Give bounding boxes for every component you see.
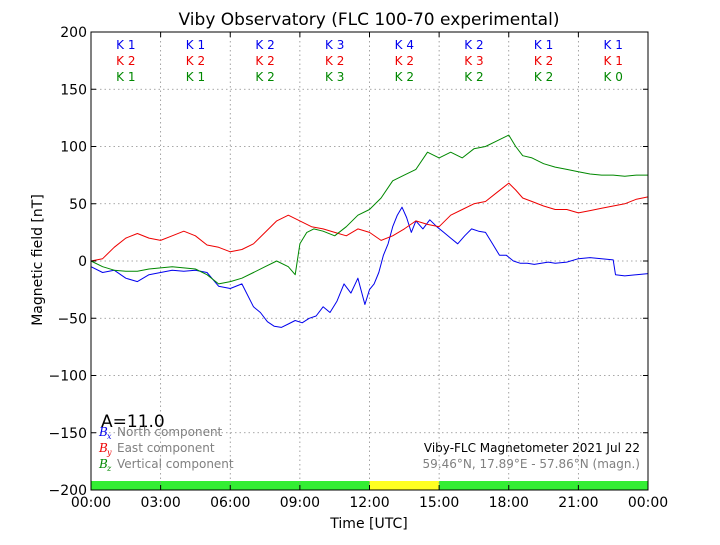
legend-symbol: B	[98, 441, 108, 455]
legend-label: North component	[117, 425, 223, 439]
y-tick-label: 100	[60, 140, 87, 156]
k-index-label: K 2	[255, 38, 274, 52]
k-index-label: K 2	[255, 70, 274, 84]
k-index-label: K 2	[464, 38, 483, 52]
y-tick-label: 0	[78, 254, 87, 270]
x-tick-label: 15:00	[419, 495, 459, 511]
x-tick-label: 09:00	[280, 495, 320, 511]
x-tick-label: 12:00	[349, 495, 389, 511]
y-tick-label: −200	[49, 483, 87, 499]
k-index-label: K 2	[395, 70, 414, 84]
k-index-label: K 4	[395, 38, 414, 52]
k-index-label: K 3	[325, 70, 344, 84]
k-index-label: K 2	[534, 70, 553, 84]
k-index-label: K 1	[534, 38, 553, 52]
legend-subscript: x	[107, 432, 112, 441]
a-index-label: A=11.0	[101, 412, 165, 432]
x-tick-label: 18:00	[489, 495, 529, 511]
legend-label: East component	[117, 441, 215, 455]
x-tick-label: 00:00	[628, 495, 668, 511]
x-tick-label: 21:00	[558, 495, 598, 511]
y-tick-label: 150	[60, 82, 87, 98]
k-index-label: K 2	[395, 54, 414, 68]
y-tick-label: −150	[49, 426, 87, 442]
x-tick-label: 03:00	[140, 495, 180, 511]
k-index-label: K 2	[116, 54, 135, 68]
legend-label: Vertical component	[117, 457, 234, 471]
legend-symbol: B	[98, 457, 108, 471]
activity-bar-segment-1	[369, 481, 440, 490]
plot-frame	[90, 31, 649, 491]
k-index-label: K 1	[116, 38, 135, 52]
coordinates-annotation: 59.46°N, 17.89°E - 57.86°N (magn.)	[423, 457, 640, 471]
y-tick-label: 200	[60, 25, 87, 41]
y-tick-label: 50	[69, 197, 87, 213]
station-annotation: Viby-FLC Magnetometer 2021 Jul 22	[424, 441, 640, 455]
chart-title: Viby Observatory (FLC 100-70 experimenta…	[179, 10, 560, 30]
y-tick-label: −100	[49, 369, 87, 385]
y-tick-label: −50	[57, 311, 87, 327]
x-tick-label: 06:00	[210, 495, 250, 511]
legend-subscript: y	[106, 448, 112, 457]
x-axis-label: Time [UTC]	[329, 516, 407, 532]
k-index-label: K 3	[325, 38, 344, 52]
k-index-label: K 1	[186, 70, 205, 84]
k-index-label: K 1	[116, 70, 135, 84]
series-line-bz	[90, 134, 648, 285]
k-index-label: K 1	[604, 54, 623, 68]
y-axis-label: Magnetic field [nT]	[30, 194, 46, 326]
activity-bar-segment-2	[439, 481, 648, 490]
k-index-label: K 1	[186, 38, 205, 52]
k-index-label: K 1	[604, 38, 623, 52]
k-index-label: K 2	[186, 54, 205, 68]
legend-symbol: B	[98, 425, 108, 439]
k-index-label: K 2	[255, 54, 274, 68]
k-index-label: K 0	[604, 70, 623, 84]
series-line-bx	[90, 206, 649, 328]
k-index-label: K 3	[464, 54, 483, 68]
k-index-label: K 2	[534, 54, 553, 68]
legend-subscript: z	[106, 464, 112, 473]
series-line-by	[90, 182, 649, 262]
k-index-label: K 2	[325, 54, 344, 68]
x-tick-label: 00:00	[71, 495, 111, 511]
k-index-label: K 2	[464, 70, 483, 84]
